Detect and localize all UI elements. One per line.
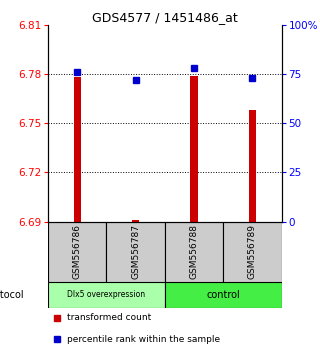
Text: GSM556789: GSM556789 xyxy=(248,224,257,279)
Bar xyxy=(132,220,139,222)
Bar xyxy=(190,76,197,222)
Bar xyxy=(165,222,223,281)
Text: transformed count: transformed count xyxy=(67,313,151,322)
Bar xyxy=(48,222,106,281)
Bar xyxy=(106,222,165,281)
Bar xyxy=(165,281,282,308)
Bar xyxy=(74,77,81,222)
Title: GDS4577 / 1451486_at: GDS4577 / 1451486_at xyxy=(92,11,238,24)
Text: GSM556788: GSM556788 xyxy=(189,224,198,279)
Bar xyxy=(223,222,282,281)
Text: percentile rank within the sample: percentile rank within the sample xyxy=(67,335,220,344)
Text: Dlx5 overexpression: Dlx5 overexpression xyxy=(67,290,146,299)
Text: GSM556787: GSM556787 xyxy=(131,224,140,279)
Bar xyxy=(249,110,256,222)
Text: protocol: protocol xyxy=(0,290,23,300)
Text: control: control xyxy=(206,290,240,300)
Text: GSM556786: GSM556786 xyxy=(73,224,82,279)
Bar xyxy=(48,281,165,308)
